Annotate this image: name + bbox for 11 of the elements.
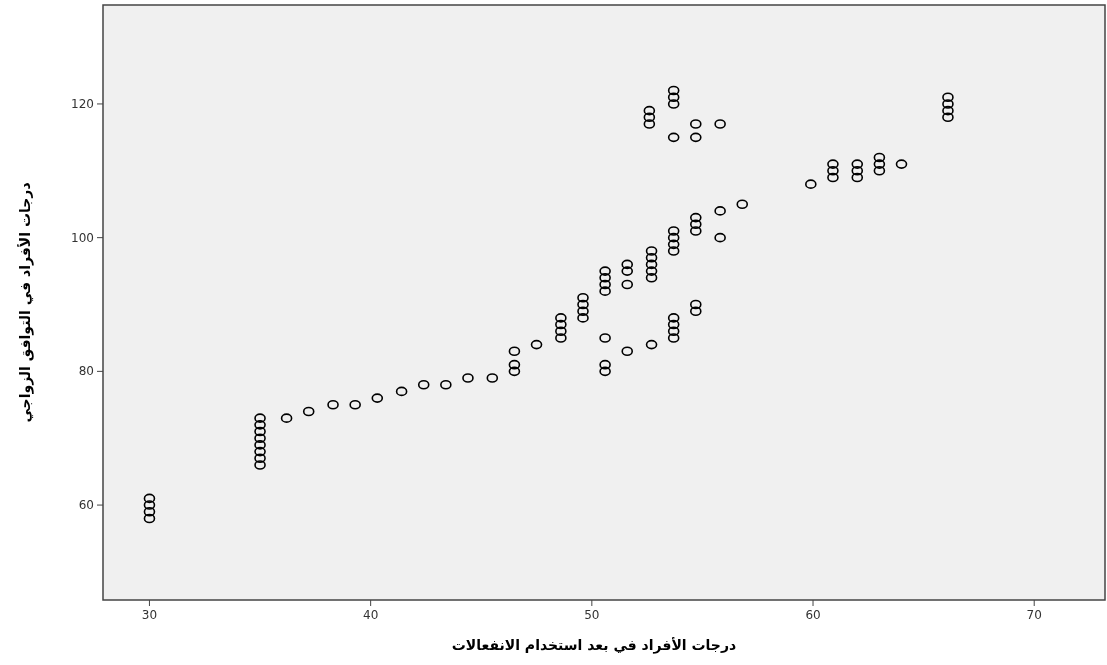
x-tick-label: 30 [141, 608, 158, 622]
y-tick-label: 100 [71, 230, 94, 245]
x-tick-label: 40 [363, 608, 379, 622]
y-axis-title: درجات الأفراد في التوافق الزواجي [17, 182, 34, 423]
y-tick-label: 80 [78, 364, 94, 379]
x-axis-title: درجات الأفراد في بعد استخدام الانفعالات [451, 637, 737, 654]
y-tick-label: 60 [78, 498, 94, 513]
x-tick-label: 70 [1026, 608, 1042, 622]
y-tick-label: 120 [71, 96, 94, 111]
x-tick-label: 60 [805, 608, 821, 622]
x-tick-label: 50 [584, 608, 600, 622]
